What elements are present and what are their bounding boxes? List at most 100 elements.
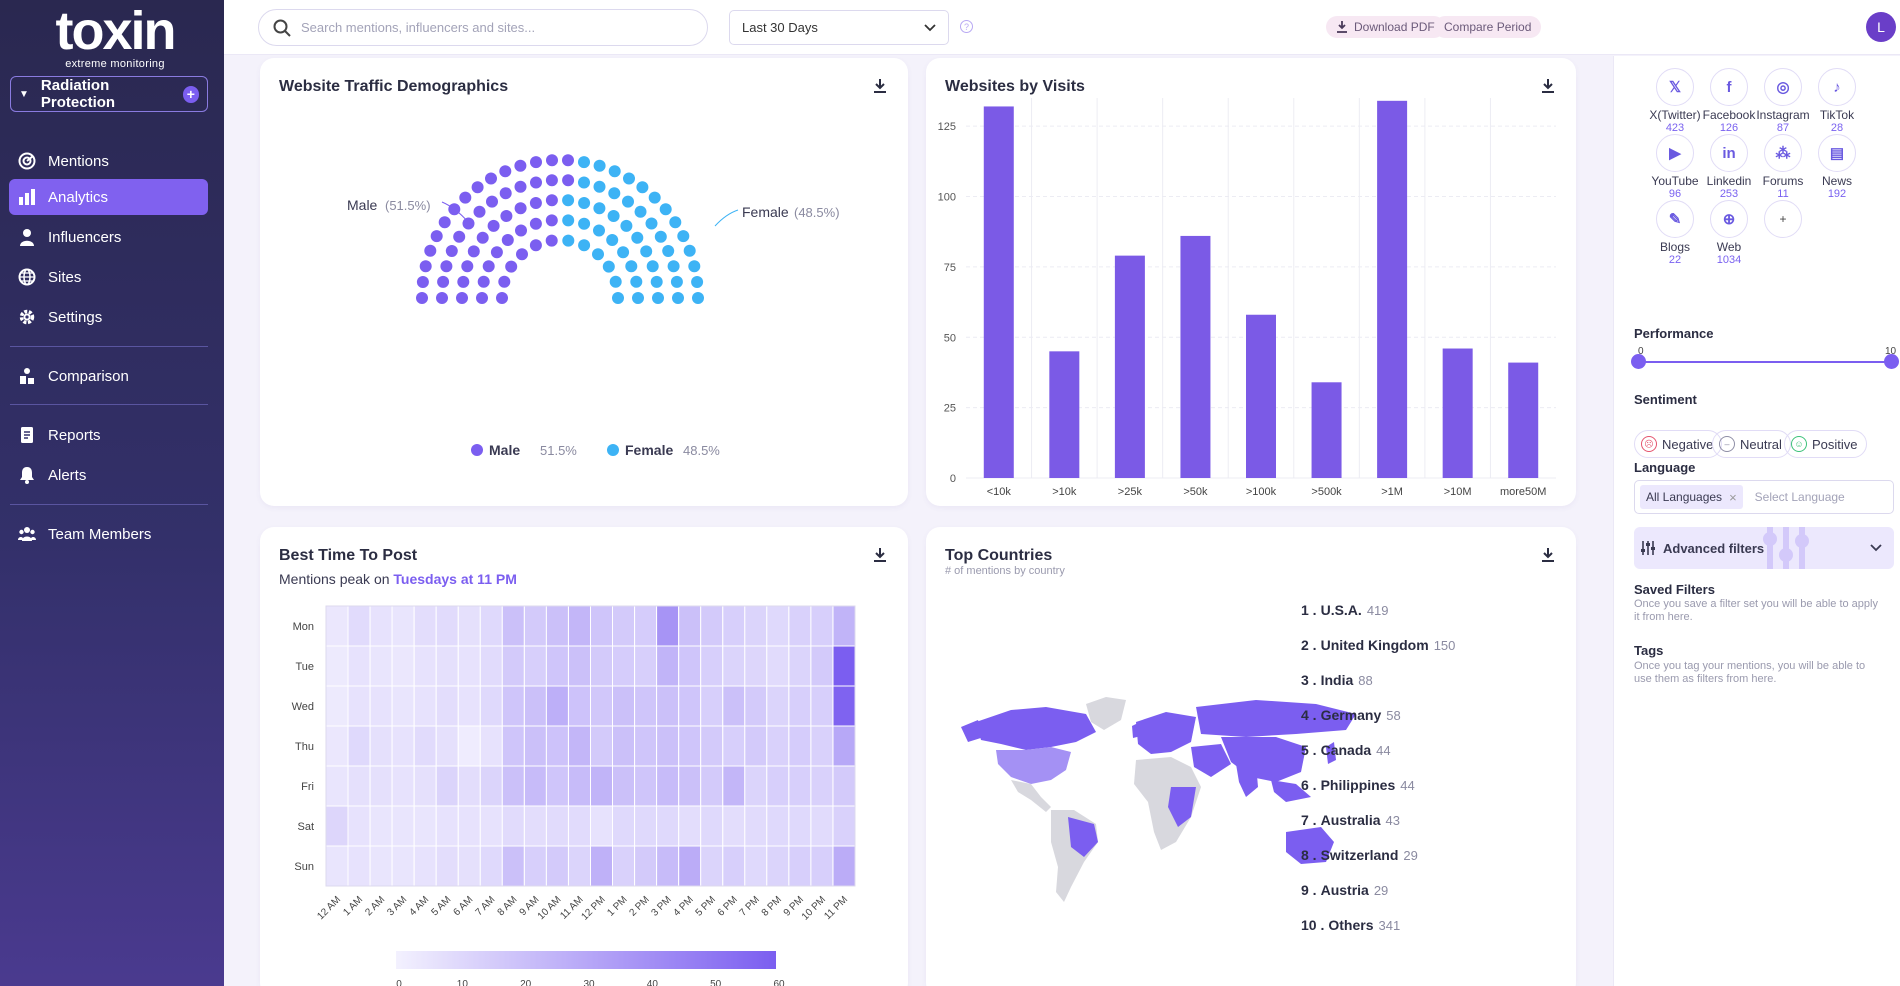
heatmap-cell[interactable] bbox=[501, 645, 525, 687]
country-list-item[interactable]: 8 . Switzerland 29 bbox=[1301, 847, 1561, 882]
heatmap-cell[interactable] bbox=[523, 685, 547, 727]
heatmap-cell[interactable] bbox=[656, 845, 680, 887]
heatmap-cell[interactable] bbox=[568, 605, 591, 647]
heatmap-cell[interactable] bbox=[634, 725, 658, 767]
heatmap-cell[interactable] bbox=[656, 605, 680, 647]
bar[interactable] bbox=[1114, 255, 1145, 478]
heatmap-cell[interactable] bbox=[545, 765, 569, 807]
heatmap-cell[interactable] bbox=[700, 605, 724, 647]
heatmap-cell[interactable] bbox=[479, 805, 503, 847]
nav-item-reports[interactable]: Reports bbox=[9, 417, 208, 453]
heatmap-cell[interactable] bbox=[678, 605, 702, 647]
heatmap-cell[interactable] bbox=[568, 845, 591, 887]
nav-item-analytics[interactable]: Analytics bbox=[9, 179, 208, 215]
avatar[interactable]: L bbox=[1866, 12, 1896, 42]
heatmap-cell[interactable] bbox=[832, 805, 856, 847]
heatmap-cell[interactable] bbox=[722, 765, 746, 807]
heatmap-cell[interactable] bbox=[568, 765, 591, 807]
heatmap-cell[interactable] bbox=[479, 765, 503, 807]
heatmap-cell[interactable] bbox=[722, 725, 746, 767]
heatmap-cell[interactable] bbox=[810, 765, 834, 807]
heatmap-cell[interactable] bbox=[457, 765, 481, 807]
heatmap-cell[interactable] bbox=[457, 605, 481, 647]
heatmap-cell[interactable] bbox=[722, 605, 746, 647]
nav-item-influencers[interactable]: Influencers bbox=[9, 219, 208, 255]
add-source-button[interactable]: + bbox=[1750, 200, 1816, 240]
heatmap-cell[interactable] bbox=[457, 645, 481, 687]
heatmap-cell[interactable] bbox=[810, 845, 834, 887]
heatmap-cell[interactable] bbox=[413, 685, 437, 727]
heatmap-cell[interactable] bbox=[722, 805, 746, 847]
bar[interactable] bbox=[1180, 235, 1211, 478]
country-list-item[interactable]: 4 . Germany 58 bbox=[1301, 707, 1561, 742]
heatmap-cell[interactable] bbox=[810, 645, 834, 687]
heatmap-cell[interactable] bbox=[347, 725, 371, 767]
heatmap-cell[interactable] bbox=[479, 645, 503, 687]
heatmap-cell[interactable] bbox=[700, 725, 724, 767]
close-icon[interactable]: × bbox=[1729, 489, 1737, 505]
heatmap-cell[interactable] bbox=[568, 805, 591, 847]
source-facebook[interactable]: f Facebook 126 bbox=[1696, 68, 1762, 134]
heatmap-cell[interactable] bbox=[391, 605, 415, 647]
nav-item-alerts[interactable]: Alerts bbox=[9, 457, 208, 493]
heatmap-cell[interactable] bbox=[832, 765, 856, 807]
heatmap-cell[interactable] bbox=[744, 845, 768, 887]
nav-item-mentions[interactable]: Mentions bbox=[9, 143, 208, 179]
source-forums[interactable]: ⁂ Forums 11 bbox=[1750, 134, 1816, 200]
heatmap-cell[interactable] bbox=[413, 805, 437, 847]
heatmap-cell[interactable] bbox=[832, 845, 856, 887]
heatmap-cell[interactable] bbox=[435, 725, 459, 767]
heatmap-cell[interactable] bbox=[369, 725, 393, 767]
heatmap-cell[interactable] bbox=[744, 765, 768, 807]
country-list-item[interactable]: 2 . United Kingdom 150 bbox=[1301, 637, 1561, 672]
download-icon[interactable] bbox=[872, 547, 888, 563]
heatmap-cell[interactable] bbox=[545, 725, 569, 767]
heatmap-cell[interactable] bbox=[523, 725, 547, 767]
heatmap-cell[interactable] bbox=[523, 765, 547, 807]
heatmap-cell[interactable] bbox=[766, 685, 790, 727]
bar[interactable] bbox=[1442, 348, 1473, 478]
heatmap-cell[interactable] bbox=[347, 685, 371, 727]
heatmap-cell[interactable] bbox=[612, 725, 635, 767]
heatmap-cell[interactable] bbox=[435, 845, 459, 887]
heatmap-cell[interactable] bbox=[678, 845, 702, 887]
heatmap-cell[interactable] bbox=[501, 805, 525, 847]
heatmap-cell[interactable] bbox=[413, 845, 437, 887]
heatmap-cell[interactable] bbox=[413, 725, 437, 767]
heatmap-cell[interactable] bbox=[744, 645, 768, 687]
heatmap-cell[interactable] bbox=[744, 805, 768, 847]
download-icon[interactable] bbox=[872, 78, 888, 94]
heatmap-cell[interactable] bbox=[810, 685, 834, 727]
country-list-item[interactable]: 10 . Others 341 bbox=[1301, 917, 1561, 952]
heatmap-cell[interactable] bbox=[678, 645, 702, 687]
heatmap-cell[interactable] bbox=[612, 685, 635, 727]
source-youtube[interactable]: ▶ YouTube 96 bbox=[1642, 134, 1708, 200]
heatmap-cell[interactable] bbox=[325, 685, 349, 727]
heatmap-cell[interactable] bbox=[369, 765, 393, 807]
source-linkedin[interactable]: in Linkedin 253 bbox=[1696, 134, 1762, 200]
heatmap-cell[interactable] bbox=[523, 645, 547, 687]
heatmap-cell[interactable] bbox=[656, 685, 680, 727]
heatmap-cell[interactable] bbox=[832, 685, 856, 727]
country-list-item[interactable]: 7 . Australia 43 bbox=[1301, 812, 1561, 847]
heatmap-cell[interactable] bbox=[634, 845, 658, 887]
heatmap-cell[interactable] bbox=[590, 605, 613, 647]
heatmap-cell[interactable] bbox=[832, 645, 856, 687]
heatmap-cell[interactable] bbox=[634, 805, 658, 847]
heatmap-cell[interactable] bbox=[678, 685, 702, 727]
add-project-icon[interactable]: + bbox=[182, 85, 199, 103]
heatmap-cell[interactable] bbox=[347, 805, 371, 847]
heatmap-cell[interactable] bbox=[391, 845, 415, 887]
heatmap-cell[interactable] bbox=[744, 685, 768, 727]
heatmap-cell[interactable] bbox=[413, 765, 437, 807]
heatmap-cell[interactable] bbox=[590, 845, 613, 887]
source-news[interactable]: ▤ News 192 bbox=[1804, 134, 1870, 200]
sentiment-neutral-chip[interactable]: – Neutral bbox=[1712, 430, 1791, 458]
heatmap-cell[interactable] bbox=[523, 845, 547, 887]
source-web[interactable]: ⊕ Web 1034 bbox=[1696, 200, 1762, 266]
download-icon[interactable] bbox=[1540, 78, 1556, 94]
source-tiktok[interactable]: ♪ TikTok 28 bbox=[1804, 68, 1870, 134]
heatmap-cell[interactable] bbox=[634, 685, 658, 727]
heatmap-cell[interactable] bbox=[656, 725, 680, 767]
heatmap-cell[interactable] bbox=[612, 605, 635, 647]
